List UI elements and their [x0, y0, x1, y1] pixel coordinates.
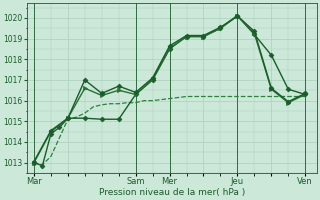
X-axis label: Pression niveau de la mer( hPa ): Pression niveau de la mer( hPa )	[99, 188, 245, 197]
